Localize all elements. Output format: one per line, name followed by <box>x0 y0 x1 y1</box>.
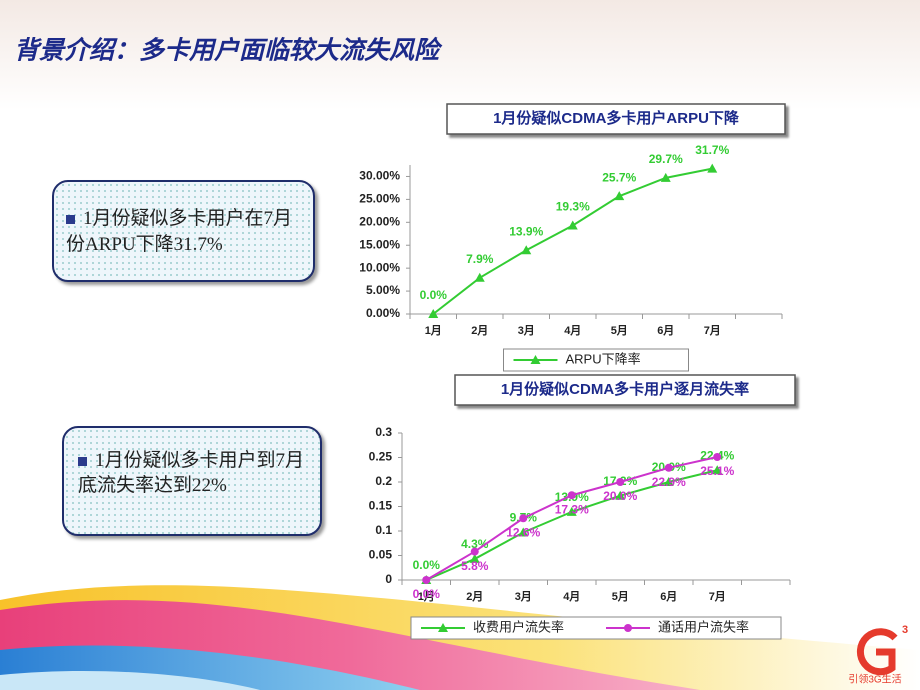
data-point <box>470 547 479 556</box>
series-line <box>432 167 713 315</box>
x-tick-label: 5月 <box>612 590 629 603</box>
logo-mark <box>856 628 898 676</box>
data-point <box>663 477 674 486</box>
data-point <box>519 514 528 523</box>
data-label: 29.7% <box>649 152 683 166</box>
x-tick-label: 1月 <box>418 590 435 603</box>
x-tick-label: 6月 <box>657 324 674 337</box>
y-tick-label: 0.1 <box>375 523 392 537</box>
x-tick-label: 3月 <box>518 324 535 337</box>
x-tick-label: 5月 <box>611 324 628 337</box>
chart-title-box <box>454 374 796 406</box>
logo-text: 引领3G生活 <box>848 673 901 686</box>
data-point <box>567 220 578 230</box>
data-label: 31.7% <box>695 143 729 157</box>
data-point <box>707 163 718 173</box>
legend-label: 通话用户流失率 <box>658 619 749 634</box>
legend-label: ARPU下降率 <box>566 351 641 366</box>
y-tick-label: 0.25 <box>369 450 393 464</box>
y-tick-label: 0.2 <box>375 474 392 488</box>
y-tick-label: 0.15 <box>369 499 393 513</box>
legend-marker <box>438 623 448 632</box>
data-point <box>660 172 671 182</box>
data-point <box>713 453 722 462</box>
x-tick-label: 1月 <box>425 324 442 337</box>
data-point <box>422 576 431 584</box>
data-point <box>616 478 625 486</box>
y-tick-label: 10.00% <box>359 260 400 274</box>
x-tick-label: 3月 <box>515 590 532 603</box>
y-tick-label: 25.00% <box>359 192 400 206</box>
bullet <box>66 215 75 225</box>
note-text: 1月份疑似多卡用户在7月份ARPU下降31.7% <box>66 208 293 255</box>
x-tick-label: 4月 <box>563 590 580 603</box>
data-point <box>566 506 577 516</box>
y-tick-label: 0.3 <box>375 425 392 439</box>
chart-title: 1月份疑似CDMA多卡用户逐月流失率 <box>501 380 749 398</box>
logo-mark: 3 <box>902 624 908 636</box>
data-point <box>518 527 529 537</box>
data-point <box>567 491 576 500</box>
y-tick-label: 5.00% <box>366 283 400 297</box>
data-label: 0.0% <box>413 558 441 572</box>
data-label: 25.1% <box>700 464 734 478</box>
y-tick-label: 0 <box>385 572 392 586</box>
legend-marker <box>624 624 632 632</box>
x-tick-label: 7月 <box>704 324 721 337</box>
chart-title: 1月份疑似CDMA多卡用户ARPU下降 <box>493 109 740 127</box>
data-point <box>614 191 625 201</box>
data-point <box>469 553 480 563</box>
note-box: 1月份疑似多卡用户到7月底流失率达到22% <box>62 426 322 536</box>
legend-marker <box>530 355 541 364</box>
y-tick-label: 0.05 <box>369 548 393 562</box>
bullet <box>78 457 87 467</box>
data-label: 20.0% <box>603 489 637 503</box>
y-tick-label: 15.00% <box>359 237 400 251</box>
note-box: 1月份疑似多卡用户在7月份ARPU下降31.7% <box>52 180 315 282</box>
data-point <box>521 245 532 255</box>
x-tick-label: 2月 <box>471 324 488 337</box>
chart-title-box <box>446 103 786 135</box>
x-tick-label: 2月 <box>466 590 483 603</box>
legend-box <box>410 616 782 640</box>
data-point <box>712 465 723 475</box>
data-label: 5.8% <box>461 559 489 573</box>
header-background <box>0 0 920 110</box>
y-tick-label: 20.00% <box>359 214 400 228</box>
legend-label: 收费用户流失率 <box>473 619 564 634</box>
data-label: 13.9% <box>509 224 543 238</box>
y-tick-label: 0.00% <box>366 306 400 320</box>
data-label: 22.9% <box>652 475 686 489</box>
y-tick-label: 30.00% <box>359 169 400 183</box>
legend-box <box>503 348 689 372</box>
data-label: 7.9% <box>466 252 494 266</box>
x-tick-label: 4月 <box>564 324 581 337</box>
data-point <box>474 272 485 282</box>
slide-title: 背景介绍：多卡用户面临较大流失风险 <box>14 37 443 65</box>
data-label: 0.0% <box>413 587 441 601</box>
x-tick-label: 7月 <box>709 590 726 603</box>
data-label: 12.6% <box>506 525 540 539</box>
data-label: 19.3% <box>556 200 590 214</box>
data-point <box>615 490 626 500</box>
x-tick-label: 6月 <box>660 590 677 603</box>
decor-wave <box>0 670 260 690</box>
data-label: 17.3% <box>555 502 589 516</box>
data-label: 25.7% <box>602 170 636 184</box>
data-label: 0.0% <box>420 288 448 302</box>
data-point <box>428 309 439 318</box>
note-text: 1月份疑似多卡用户到7月底流失率达到22% <box>78 450 305 496</box>
data-point <box>664 463 673 472</box>
